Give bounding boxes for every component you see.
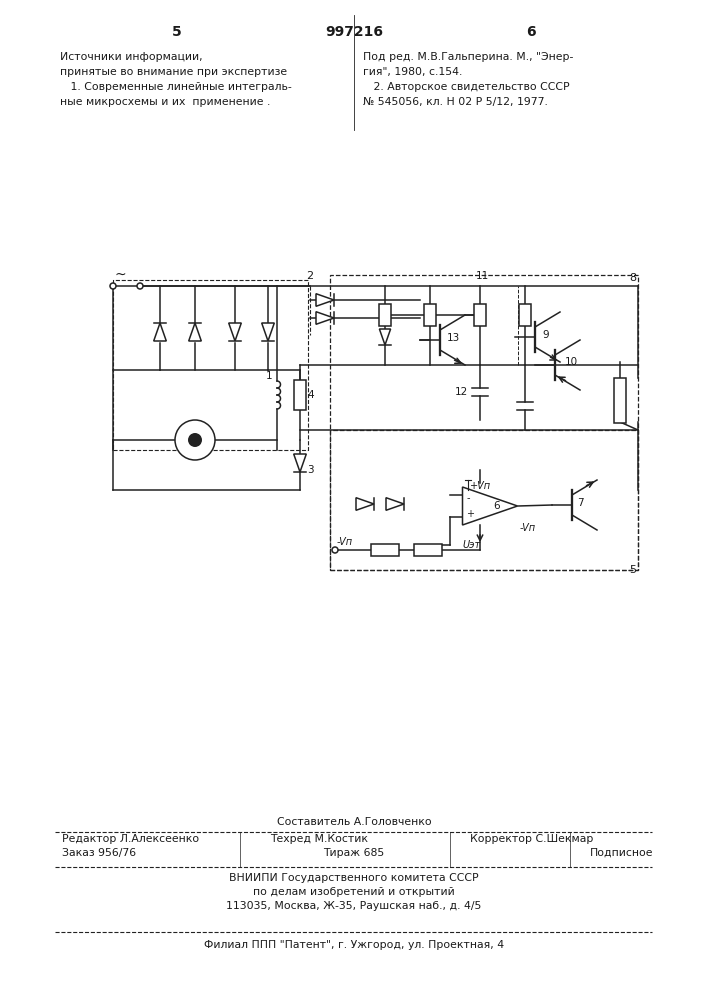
- Text: Составитель А.Головченко: Составитель А.Головченко: [276, 817, 431, 827]
- Polygon shape: [316, 294, 334, 306]
- Polygon shape: [380, 329, 390, 345]
- Text: +Vп: +Vп: [470, 481, 491, 491]
- Bar: [330, 275, 638, 570]
- Text: 113035, Москва, Ж-35, Раушская наб., д. 4/5: 113035, Москва, Ж-35, Раушская наб., д. …: [226, 901, 481, 911]
- Bar: [371, 544, 399, 556]
- Text: 3: 3: [307, 465, 314, 475]
- Text: гия", 1980, с.154.: гия", 1980, с.154.: [363, 67, 462, 77]
- Text: Филиал ППП "Патент", г. Ужгород, ул. Проектная, 4: Филиал ППП "Патент", г. Ужгород, ул. Про…: [204, 940, 504, 950]
- Text: +: +: [467, 509, 474, 519]
- Text: 997216: 997216: [325, 25, 383, 39]
- Polygon shape: [462, 487, 518, 525]
- Text: 7: 7: [577, 498, 583, 508]
- Text: -: -: [467, 493, 470, 503]
- Bar: [474, 304, 486, 326]
- Text: 5: 5: [629, 565, 636, 575]
- Circle shape: [332, 547, 338, 553]
- Text: 2: 2: [306, 271, 314, 281]
- Bar: [519, 304, 531, 326]
- Polygon shape: [316, 312, 334, 324]
- Text: 13: 13: [447, 333, 460, 343]
- Text: 5: 5: [172, 25, 182, 39]
- Text: 1. Современные линейные интеграль-: 1. Современные линейные интеграль-: [60, 82, 292, 92]
- Bar: [330, 430, 638, 570]
- Text: -Vп: -Vп: [337, 537, 353, 547]
- Bar: [379, 304, 391, 326]
- Text: 1: 1: [265, 371, 272, 381]
- Text: Под ред. М.В.Гальперина. М., "Энер-: Под ред. М.В.Гальперина. М., "Энер-: [363, 52, 573, 62]
- Bar: [424, 304, 436, 326]
- Text: 4: 4: [307, 390, 314, 400]
- Text: 12: 12: [455, 387, 468, 397]
- Text: 6: 6: [526, 25, 536, 39]
- Circle shape: [175, 420, 215, 460]
- Text: Заказ 956/76: Заказ 956/76: [62, 848, 136, 858]
- Text: Редактор Л.Алексеенко: Редактор Л.Алексеенко: [62, 834, 199, 844]
- Text: Подписное: Подписное: [590, 848, 653, 858]
- Polygon shape: [228, 323, 241, 341]
- Bar: [294, 380, 306, 410]
- Bar: [614, 377, 626, 422]
- Text: 8: 8: [629, 273, 636, 283]
- Text: Техред М.Костик: Техред М.Костик: [270, 834, 368, 844]
- Text: 2. Авторское свидетельство СССР: 2. Авторское свидетельство СССР: [363, 82, 570, 92]
- Polygon shape: [189, 323, 201, 341]
- Text: -Vп: -Vп: [520, 523, 536, 533]
- Text: ВНИИПИ Государственного комитета СССР: ВНИИПИ Государственного комитета СССР: [229, 873, 479, 883]
- Polygon shape: [386, 498, 404, 510]
- Text: Тираж 685: Тираж 685: [323, 848, 385, 858]
- Circle shape: [137, 283, 143, 289]
- Text: Uэт: Uэт: [462, 540, 480, 550]
- Text: Источники информации,: Источники информации,: [60, 52, 203, 62]
- Text: 10: 10: [565, 357, 578, 367]
- Bar: [414, 544, 442, 556]
- Polygon shape: [293, 454, 306, 472]
- Text: 9: 9: [542, 330, 549, 340]
- Text: № 545056, кл. Н 02 Р 5/12, 1977.: № 545056, кл. Н 02 Р 5/12, 1977.: [363, 97, 548, 107]
- Text: по делам изобретений и открытий: по делам изобретений и открытий: [253, 887, 455, 897]
- Polygon shape: [153, 323, 166, 341]
- Circle shape: [110, 283, 116, 289]
- Text: принятые во внимание при экспертизе: принятые во внимание при экспертизе: [60, 67, 287, 77]
- Text: ~: ~: [115, 268, 126, 282]
- Bar: [113, 280, 308, 450]
- Circle shape: [188, 433, 202, 447]
- Text: 6: 6: [493, 501, 500, 511]
- Text: ные микросхемы и их  применение .: ные микросхемы и их применение .: [60, 97, 270, 107]
- Polygon shape: [262, 323, 274, 341]
- Text: Корректор С.Шекмар: Корректор С.Шекмар: [470, 834, 593, 844]
- Text: 11: 11: [475, 271, 489, 281]
- Polygon shape: [356, 498, 374, 510]
